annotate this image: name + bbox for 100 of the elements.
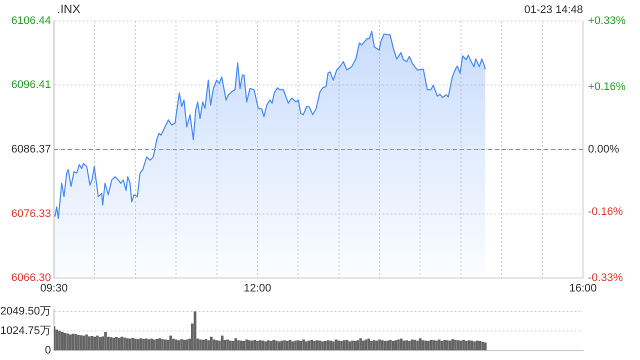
bar bbox=[140, 338, 142, 350]
y-tick-label: 0 bbox=[44, 344, 51, 356]
bar bbox=[338, 340, 340, 350]
bar bbox=[484, 342, 487, 350]
chart-title: .INX bbox=[57, 2, 80, 16]
bar bbox=[454, 340, 457, 350]
bar bbox=[422, 340, 424, 350]
bar bbox=[367, 338, 370, 350]
bar bbox=[324, 340, 327, 350]
bar bbox=[310, 340, 314, 350]
bar bbox=[473, 341, 476, 350]
bar bbox=[443, 340, 446, 350]
bar bbox=[80, 335, 82, 350]
bar bbox=[370, 340, 373, 350]
bar bbox=[384, 340, 386, 350]
x-tick-label: 09:30 bbox=[40, 282, 68, 295]
bar bbox=[58, 330, 61, 350]
bar bbox=[156, 338, 158, 350]
bar bbox=[376, 340, 378, 350]
y2-tick-label: -0.16% bbox=[588, 206, 624, 218]
bar bbox=[280, 340, 284, 350]
bar bbox=[456, 340, 460, 350]
y-tick-label: 1024.75万 bbox=[0, 324, 51, 337]
bar bbox=[288, 340, 292, 350]
bar bbox=[402, 340, 406, 350]
bar bbox=[364, 339, 368, 350]
bar bbox=[169, 336, 172, 350]
bar bbox=[120, 336, 124, 350]
bar bbox=[234, 338, 238, 350]
bar bbox=[326, 340, 330, 350]
y2-tick-label: -0.33% bbox=[588, 272, 624, 284]
bar bbox=[74, 334, 78, 350]
y-tick-label: 6096.41 bbox=[11, 79, 51, 92]
y2-tick-label: +0.33% bbox=[588, 15, 626, 28]
y2-tick-label: 0.00% bbox=[588, 144, 620, 156]
bar bbox=[186, 339, 188, 350]
y2-tick-label: +0.16% bbox=[588, 81, 626, 94]
bar bbox=[410, 339, 414, 350]
bar bbox=[142, 338, 145, 350]
bar bbox=[245, 339, 248, 350]
bar bbox=[294, 340, 297, 350]
bar bbox=[118, 338, 120, 350]
bar bbox=[408, 340, 411, 350]
bar bbox=[63, 332, 66, 350]
bar bbox=[164, 339, 167, 350]
y-tick-label: 6076.33 bbox=[11, 208, 51, 220]
bar bbox=[258, 340, 262, 350]
bar bbox=[460, 340, 462, 350]
bar bbox=[318, 340, 322, 350]
bar bbox=[88, 336, 91, 350]
bar bbox=[451, 339, 454, 350]
bar bbox=[321, 341, 324, 350]
bar bbox=[90, 336, 94, 350]
bar bbox=[435, 340, 438, 350]
bar bbox=[253, 340, 256, 350]
bar bbox=[448, 340, 452, 350]
bar bbox=[334, 339, 338, 350]
bar bbox=[300, 340, 302, 350]
bar bbox=[207, 340, 210, 350]
y-tick-label: 2049.50万 bbox=[0, 306, 51, 318]
bar bbox=[481, 342, 484, 350]
bar bbox=[180, 339, 183, 350]
bar bbox=[220, 336, 224, 350]
bar bbox=[248, 340, 251, 350]
bar bbox=[82, 336, 86, 350]
bar bbox=[123, 338, 126, 350]
bar bbox=[351, 340, 354, 350]
bar bbox=[224, 340, 226, 350]
bar bbox=[115, 336, 118, 350]
bar bbox=[342, 340, 346, 350]
bar bbox=[242, 340, 246, 350]
bar bbox=[440, 340, 444, 350]
bar bbox=[386, 340, 390, 350]
bar bbox=[340, 340, 343, 350]
bar bbox=[262, 340, 264, 350]
bar bbox=[329, 340, 332, 350]
bar bbox=[416, 340, 419, 350]
bar bbox=[283, 340, 286, 350]
bar bbox=[356, 340, 360, 350]
bar bbox=[394, 340, 398, 350]
bar bbox=[400, 338, 403, 350]
bar bbox=[212, 339, 216, 350]
bar bbox=[104, 332, 107, 350]
bar bbox=[389, 340, 392, 350]
bar bbox=[55, 330, 58, 350]
bar bbox=[346, 340, 348, 350]
bar bbox=[194, 311, 196, 350]
bar bbox=[240, 340, 243, 350]
bar bbox=[136, 339, 140, 350]
bar bbox=[465, 340, 468, 350]
bar bbox=[266, 340, 270, 350]
x-tick-label: 16:00 bbox=[569, 282, 597, 295]
bar bbox=[462, 340, 465, 350]
bar bbox=[226, 339, 229, 350]
bar bbox=[182, 340, 186, 350]
bar bbox=[392, 340, 394, 350]
bar bbox=[144, 338, 148, 350]
bar bbox=[174, 339, 178, 350]
bar bbox=[112, 338, 115, 350]
bar bbox=[372, 340, 376, 350]
